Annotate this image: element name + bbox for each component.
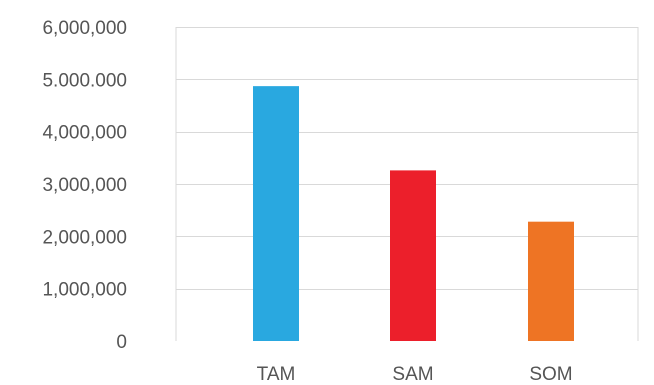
bar-sam: [390, 170, 436, 341]
x-category-label: TAM: [257, 364, 296, 385]
bar-tam: [253, 86, 299, 342]
x-category-label: SAM: [392, 364, 433, 385]
y-tick-label: 5.000.000: [42, 70, 127, 91]
x-category-label: SOM: [529, 364, 572, 385]
y-tick-label: 0: [116, 332, 127, 353]
y-tick-label: 6,000,000: [42, 18, 127, 39]
y-axis-tick-labels: 0 1,000,000 2,000,000 3,000,000 4,000,000 5.0…: [42, 18, 127, 353]
bars: [253, 86, 574, 342]
plot-frame: [175, 27, 639, 341]
bar-som: [528, 221, 574, 341]
x-axis-category-labels: TAM SAM SOM: [257, 364, 573, 385]
y-tick-label: 2,000,000: [42, 227, 127, 248]
y-tick-label: 3,000,000: [42, 175, 127, 196]
y-tick-label: 4,000,000: [42, 123, 127, 144]
y-tick-label: 1,000,000: [42, 280, 127, 301]
